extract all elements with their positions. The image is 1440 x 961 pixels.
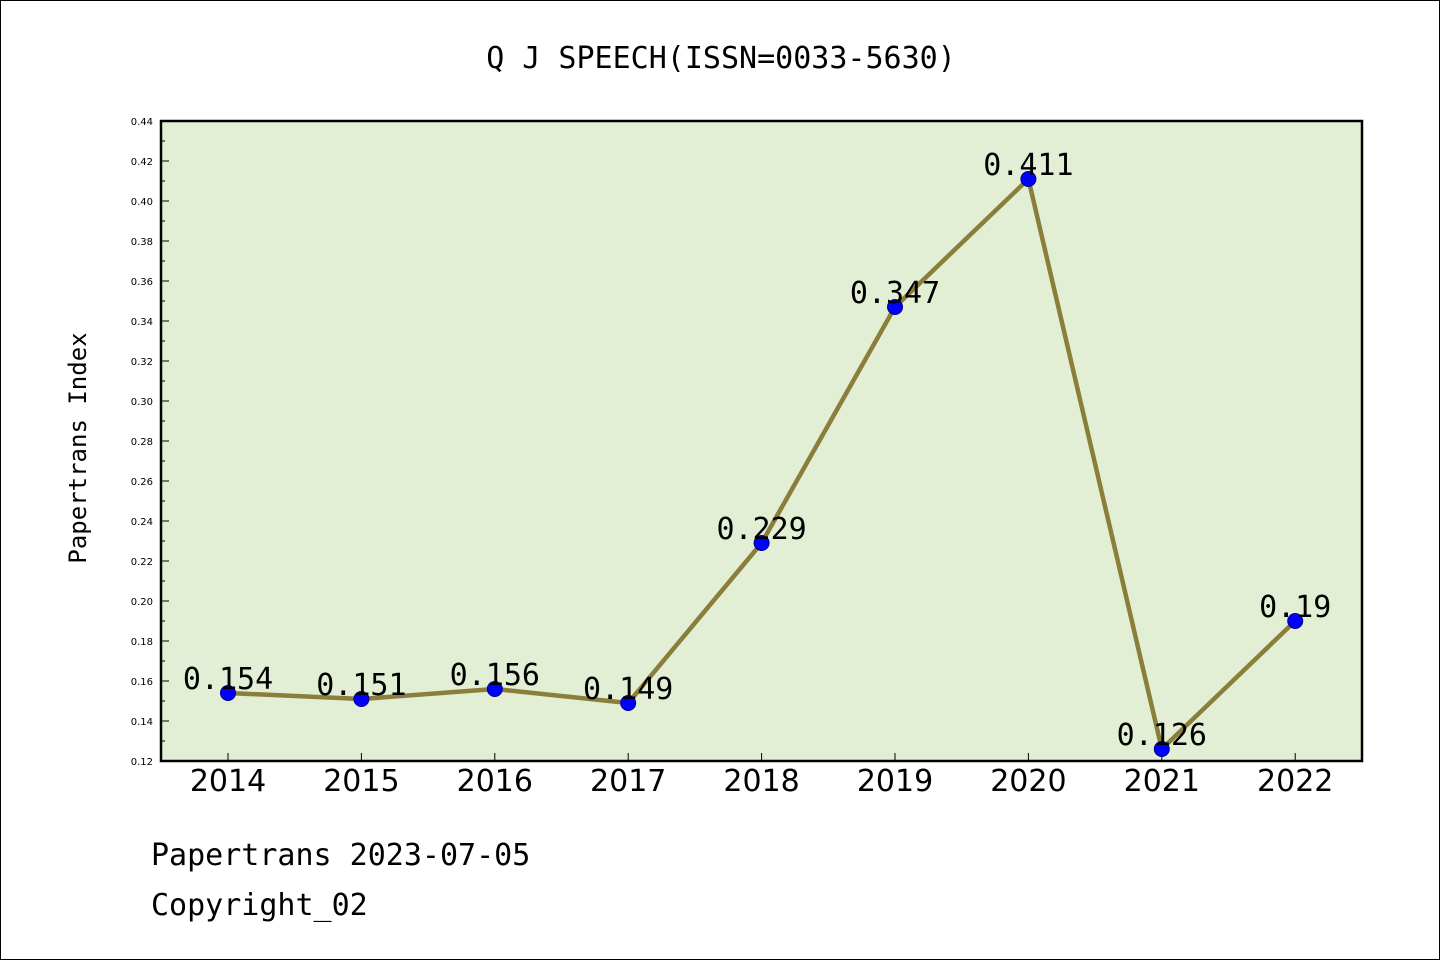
y-tick-label: 0.38 bbox=[131, 237, 153, 248]
y-axis-label: Papertrans Index bbox=[64, 332, 92, 563]
y-tick-label: 0.40 bbox=[131, 197, 153, 208]
y-tick-label: 0.12 bbox=[131, 757, 153, 768]
data-point bbox=[887, 299, 903, 315]
data-point bbox=[486, 681, 503, 697]
data-label: 0.156 bbox=[450, 658, 540, 693]
marker-group bbox=[220, 171, 1304, 757]
plot-border bbox=[159, 119, 1364, 763]
x-tick-label: 2014 bbox=[190, 764, 266, 799]
y-tick-label: 0.34 bbox=[131, 317, 153, 328]
data-point bbox=[620, 695, 637, 711]
data-point bbox=[1153, 741, 1170, 757]
y-tick-label: 0.22 bbox=[131, 557, 153, 568]
data-label: 0.151 bbox=[316, 668, 406, 703]
x-axis: 2014 2015 2016 2017 2018 2019 2020 2021 2022 bbox=[190, 753, 1333, 799]
x-tick-label: 2017 bbox=[590, 764, 666, 799]
x-tick-label: 2016 bbox=[457, 764, 533, 799]
data-point bbox=[753, 535, 770, 551]
data-label: 0.229 bbox=[716, 512, 806, 547]
y-tick-label: 0.14 bbox=[131, 717, 153, 728]
data-point bbox=[1020, 171, 1037, 187]
data-label: 0.154 bbox=[183, 662, 273, 697]
y-tick-label: 0.28 bbox=[131, 437, 153, 448]
y-tick-label: 0.36 bbox=[131, 277, 153, 288]
y-axis: 0.12 0.14 0.16 0.18 0.20 0.22 0.24 0.26 0.28 0.30… bbox=[131, 117, 169, 768]
y-tick-label: 0.24 bbox=[131, 517, 153, 528]
data-point bbox=[220, 685, 236, 701]
y-tick-label: 0.44 bbox=[131, 117, 153, 128]
y-tick-label: 0.20 bbox=[131, 597, 153, 608]
x-tick-label: 2021 bbox=[1124, 764, 1200, 799]
x-tick-label: 2019 bbox=[857, 764, 933, 799]
data-label: 0.347 bbox=[850, 276, 940, 311]
footer-date: Papertrans 2023-07-05 bbox=[151, 838, 530, 873]
y-tick-label: 0.26 bbox=[131, 477, 153, 488]
data-label: 0.149 bbox=[583, 672, 673, 707]
x-tick-label: 2022 bbox=[1257, 764, 1333, 799]
y-tick-label: 0.16 bbox=[131, 677, 153, 688]
y-tick-label: 0.42 bbox=[131, 157, 153, 168]
data-label: 0.411 bbox=[983, 148, 1073, 183]
x-tick-label: 2020 bbox=[990, 764, 1066, 799]
y-tick-label: 0.18 bbox=[131, 637, 153, 648]
footer-copyright: Copyright_02 bbox=[151, 888, 368, 923]
plot-area bbox=[161, 121, 1362, 761]
y-tick-label: 0.30 bbox=[131, 397, 153, 408]
x-tick-label: 2018 bbox=[723, 764, 799, 799]
y-tick-label: 0.32 bbox=[131, 357, 153, 368]
chart-title: Q J SPEECH(ISSN=0033-5630) bbox=[486, 41, 956, 76]
data-point bbox=[1287, 613, 1304, 629]
data-label: 0.19 bbox=[1259, 590, 1331, 625]
data-label-group: 0.154 0.151 0.156 0.149 0.229 0.347 0.411 0.126… bbox=[183, 148, 1331, 753]
data-point bbox=[353, 691, 370, 707]
data-label: 0.126 bbox=[1117, 718, 1207, 753]
x-tick-label: 2015 bbox=[323, 764, 399, 799]
